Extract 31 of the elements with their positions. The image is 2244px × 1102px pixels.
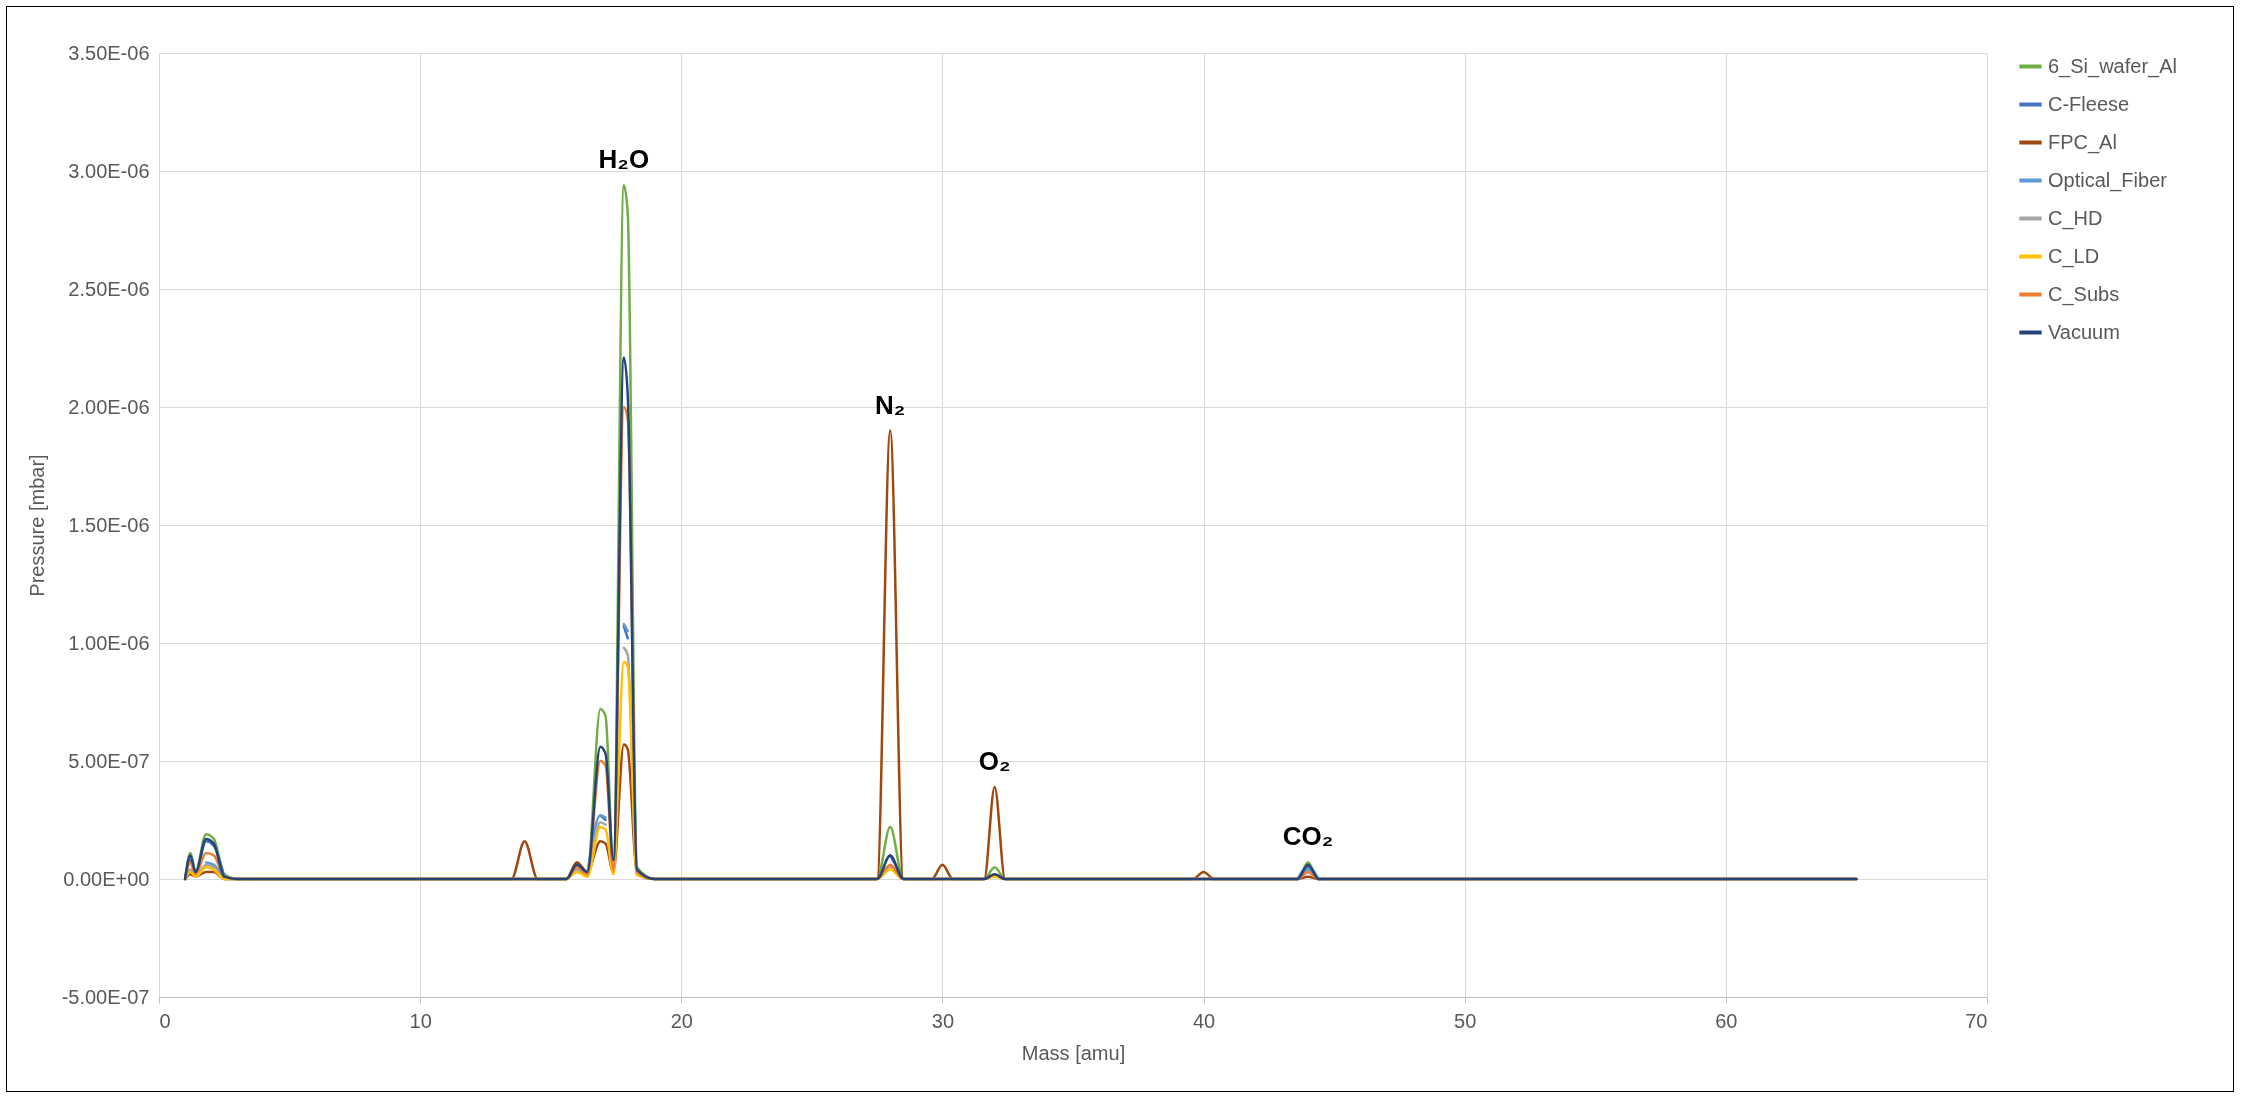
annotation: N₂ <box>875 389 906 420</box>
legend-label: C-Fleese <box>2048 92 2130 115</box>
annotation: CO₂ <box>1282 821 1334 852</box>
legend-label: 6_Si_wafer_Al <box>2048 54 2177 78</box>
legend-label: C_Subs <box>2048 282 2120 306</box>
annotation: H₂O <box>598 144 650 175</box>
x-tick-label: 20 <box>670 1009 693 1032</box>
y-axis-title: Pressure [mbar] <box>25 454 48 597</box>
legend-label: C_LD <box>2048 244 2100 268</box>
x-tick-label: 40 <box>1192 1009 1216 1032</box>
y-tick-label: 1.50E-06 <box>68 513 150 536</box>
y-tick-label: 0.00E+00 <box>63 867 150 890</box>
y-tick-label: -5.00E-07 <box>61 985 150 1008</box>
annotation: O₂ <box>978 745 1011 776</box>
y-tick-label: 1.00E-06 <box>68 631 150 654</box>
y-tick-label: 3.50E-06 <box>68 41 150 64</box>
x-tick-label: 50 <box>1454 1009 1477 1032</box>
legend-label: Vacuum <box>2048 320 2120 343</box>
x-tick-label: 0 <box>159 1009 171 1032</box>
legend-label: C_HD <box>2048 206 2103 230</box>
x-axis-title: Mass [amu] <box>1021 1041 1126 1064</box>
y-tick-label: 3.00E-06 <box>68 159 150 182</box>
x-tick-label: 30 <box>931 1009 955 1032</box>
y-tick-label: 2.50E-06 <box>68 277 150 300</box>
x-tick-label: 10 <box>409 1009 432 1032</box>
legend-label: FPC_Al <box>2048 130 2117 154</box>
y-tick-label: 2.00E-06 <box>68 395 150 418</box>
x-tick-label: 70 <box>1965 1009 1988 1032</box>
y-tick-label: 5.00E-07 <box>68 749 150 772</box>
legend-label: Optical_Fiber <box>2048 168 2168 192</box>
x-tick-label: 60 <box>1715 1009 1738 1032</box>
